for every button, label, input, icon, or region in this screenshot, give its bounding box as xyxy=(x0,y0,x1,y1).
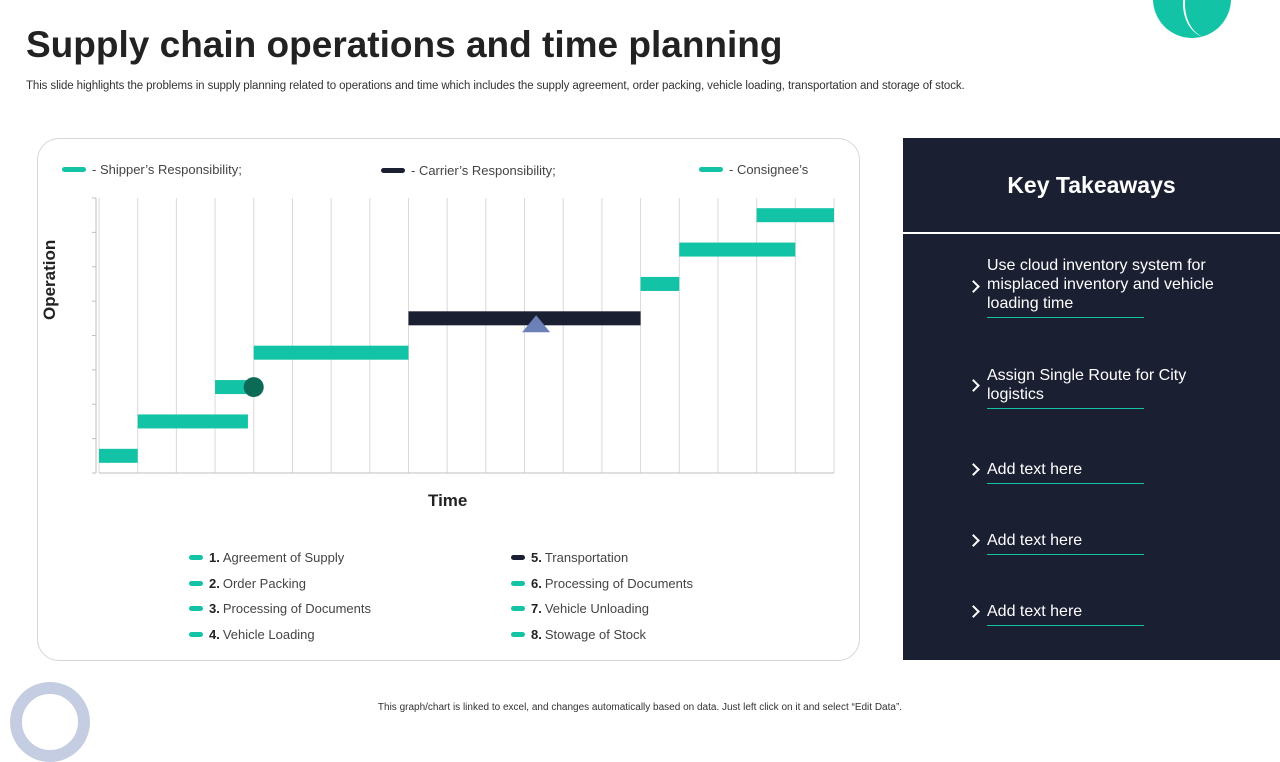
legend-swatch-5 xyxy=(511,555,525,560)
gantt-bar-8 xyxy=(756,208,834,223)
footnote: This graph/chart is linked to excel, and… xyxy=(377,702,903,713)
legend-num-7: 7. xyxy=(531,601,542,616)
legend-name-1: Agreement of Supply xyxy=(222,550,345,565)
legend-series-8: 8. Stowage of Stock xyxy=(511,627,646,642)
takeaway-text-5: Add text here xyxy=(987,603,1083,620)
legend-series-6: 6. Processing of Documents xyxy=(511,576,693,591)
legend-name-5: Transportation xyxy=(544,550,629,565)
legend-num-3: 3. xyxy=(209,601,220,616)
legend-num-1: 1. xyxy=(209,550,220,565)
chevron-right-icon xyxy=(967,605,980,618)
legend-name-7: Vehicle Unloading xyxy=(544,601,649,616)
legend-item-carrier: - Carrier’s Responsibility; xyxy=(381,163,556,178)
legend-swatch-7 xyxy=(511,606,525,611)
legend-swatch-3 xyxy=(189,606,203,611)
takeaway-underline-2 xyxy=(987,408,1144,409)
gantt-bar-4 xyxy=(253,345,409,360)
key-takeaways-header: Key Takeaways xyxy=(903,138,1280,234)
chevron-right-icon xyxy=(967,463,980,476)
takeaway-item-5: Add text here xyxy=(987,602,1227,626)
takeaway-item-4: Add text here xyxy=(987,531,1227,555)
x-axis-title: Time xyxy=(428,491,468,510)
gantt-bar-2 xyxy=(137,414,248,429)
legend-name-4: Vehicle Loading xyxy=(222,627,315,642)
chevron-right-icon xyxy=(967,379,980,392)
legend-swatch-2 xyxy=(189,581,203,586)
legend-swatch-4 xyxy=(189,632,203,637)
legend-label-consignee: - Consignee’s xyxy=(729,162,809,177)
legend-swatch-shipper xyxy=(62,167,86,172)
gantt-bar-3 xyxy=(215,380,254,395)
page-subtitle: This slide highlights the problems in su… xyxy=(26,80,965,92)
takeaway-item-1: Use cloud inventory system for misplaced… xyxy=(987,256,1227,318)
legend-item-shipper: - Shipper’s Responsibility; xyxy=(62,162,242,177)
takeaway-underline-1 xyxy=(987,317,1144,318)
takeaway-item-3: Add text here xyxy=(987,460,1227,484)
legend-name-2: Order Packing xyxy=(222,576,306,591)
legend-num-6: 6. xyxy=(531,576,542,591)
chart-markers xyxy=(243,315,551,398)
legend-label-shipper: - Shipper’s Responsibility; xyxy=(92,162,242,177)
legend-series-1: 1. Agreement of Supply xyxy=(189,550,344,565)
legend-num-2: 2. xyxy=(209,576,220,591)
y-axis-title: Operation xyxy=(40,239,59,320)
gantt-bar-6 xyxy=(640,276,680,291)
chart-bars xyxy=(99,208,834,463)
legend-swatch-6 xyxy=(511,581,525,586)
page-title: Supply chain operations and time plannin… xyxy=(26,24,783,65)
legend-series-3: 3. Processing of Documents xyxy=(189,601,371,616)
legend-num-5: 5. xyxy=(531,550,542,565)
legend-swatch-8 xyxy=(511,632,525,637)
takeaway-text-3: Add text here xyxy=(987,461,1083,478)
takeaway-underline-5 xyxy=(987,625,1144,626)
legend-name-6: Processing of Documents xyxy=(544,576,693,591)
takeaway-underline-3 xyxy=(987,483,1144,484)
gantt-bar-1 xyxy=(99,448,138,463)
legend-series-7: 7. Vehicle Unloading xyxy=(511,601,649,616)
legend-name-8: Stowage of Stock xyxy=(544,627,647,642)
legend-series-4: 4. Vehicle Loading xyxy=(189,627,315,642)
legend-num-8: 8. xyxy=(531,627,542,642)
key-takeaways-title: Key Takeaways xyxy=(1007,171,1176,198)
legend-label-carrier: - Carrier’s Responsibility; xyxy=(411,163,556,178)
takeaway-text-4: Add text here xyxy=(987,532,1083,549)
chevron-right-icon xyxy=(967,534,980,547)
legend-series-5: 5. Transportation xyxy=(511,550,628,565)
legend-swatch-carrier xyxy=(381,168,405,173)
circle-marker xyxy=(243,377,264,398)
legend-series-2: 2. Order Packing xyxy=(189,576,306,591)
legend-swatch-consignee xyxy=(699,167,723,172)
takeaway-text-1: Use cloud inventory system for misplaced… xyxy=(987,257,1214,312)
legend-item-consignee: - Consignee’s xyxy=(699,162,808,177)
legend-num-4: 4. xyxy=(209,627,220,642)
key-takeaways-panel: Key Takeaways Use cloud inventory system… xyxy=(903,138,1280,660)
gantt-bar-5 xyxy=(408,311,641,326)
triangle-marker xyxy=(522,315,551,333)
chevron-right-icon xyxy=(967,280,980,293)
takeaway-underline-4 xyxy=(987,554,1144,555)
chart-grid xyxy=(92,197,835,474)
gantt-bar-7 xyxy=(679,242,796,257)
legend-swatch-1 xyxy=(189,555,203,560)
takeaway-text-2: Assign Single Route for City logistics xyxy=(987,367,1187,403)
takeaway-item-2: Assign Single Route for City logistics xyxy=(987,366,1187,409)
legend-name-3: Processing of Documents xyxy=(222,601,371,616)
gantt-chart xyxy=(92,197,835,474)
chart-card xyxy=(37,138,860,661)
